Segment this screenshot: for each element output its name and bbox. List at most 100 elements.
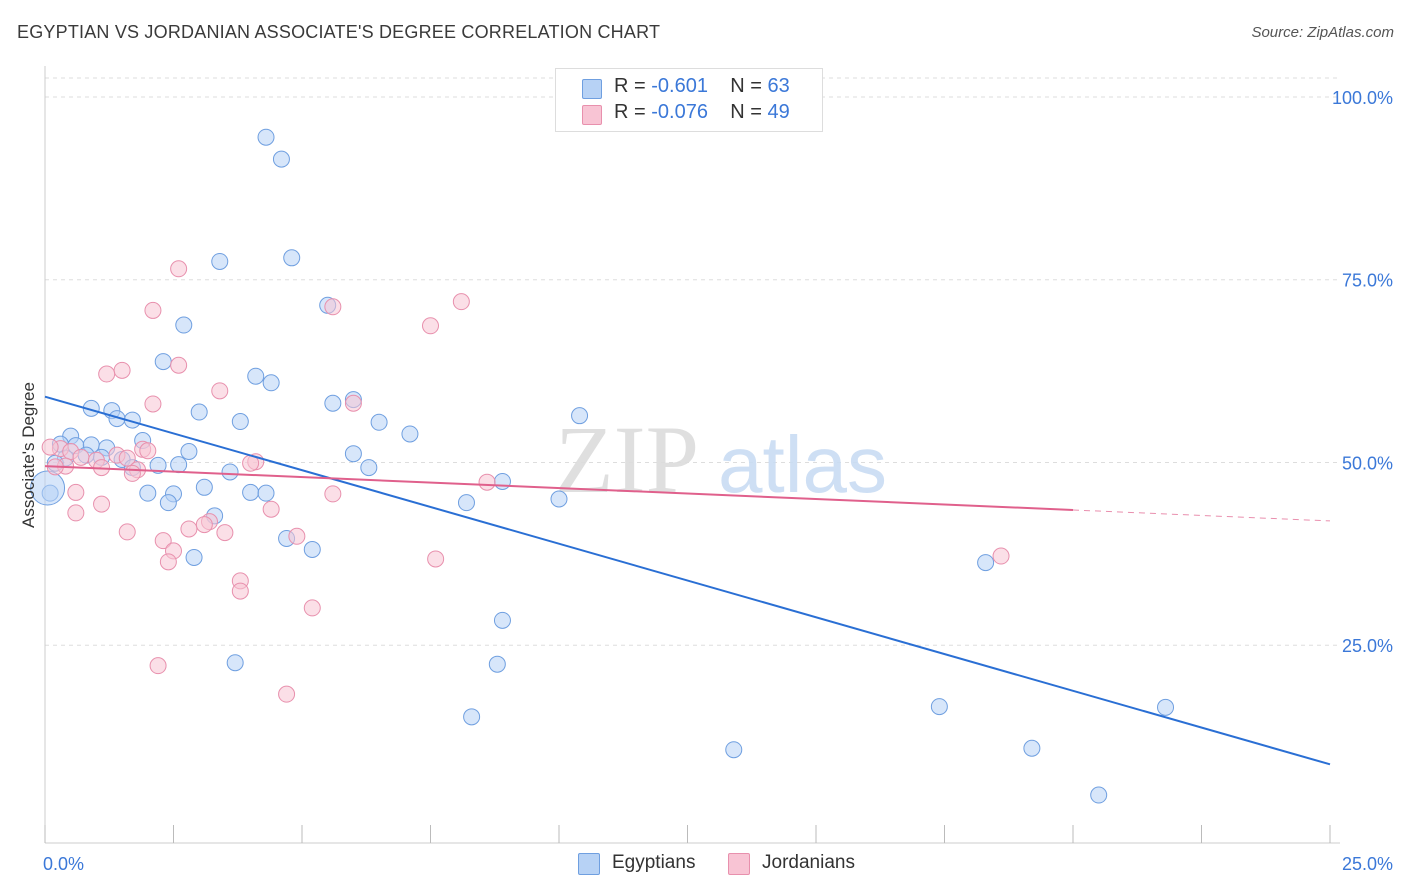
egyptians-point (139, 484, 157, 502)
egyptians-point (159, 494, 177, 512)
jordanians-point (170, 356, 188, 374)
egyptians-point (190, 403, 208, 421)
egyptians-legend-label: Egyptians (612, 852, 696, 873)
jordanians-point (422, 317, 439, 335)
jordanians-point (180, 520, 198, 538)
gridlines (45, 77, 1340, 646)
jordanians-point (144, 301, 162, 319)
r-label: R = (614, 75, 646, 97)
r-label: R = (614, 101, 646, 123)
axes (44, 66, 1340, 844)
jordanians-point (144, 395, 162, 413)
egyptians-point (401, 425, 419, 443)
egyptians-point (242, 483, 260, 501)
jordanians-point (118, 449, 136, 467)
egyptians-point (370, 413, 388, 431)
n-value: 63 (767, 75, 790, 97)
egyptians-point (257, 128, 275, 146)
egyptians-point (1023, 739, 1041, 757)
jordanians-point (139, 442, 157, 460)
x-tick-labels: 0.0% 25.0% (43, 854, 1393, 874)
stats-legend: R = -0.601 N = 63 R = -0.076 N = 49 (555, 68, 823, 132)
egyptians-point (283, 249, 301, 267)
jordanians-point (123, 464, 141, 482)
jordanians-point (992, 547, 1010, 565)
jordanians-trend-line-extension (1072, 509, 1331, 522)
egyptians-point (977, 554, 995, 572)
jordanians-point (303, 599, 321, 617)
jordanians-point (195, 516, 213, 534)
trend-lines (44, 395, 1331, 766)
egyptians-point (226, 654, 244, 672)
egyptians-point (1157, 698, 1175, 716)
egyptians-point (488, 655, 506, 673)
egyptians-point (185, 548, 203, 566)
n-value: 49 (767, 101, 790, 123)
jordanians-point (427, 550, 445, 568)
egyptians-point (930, 698, 948, 716)
egyptians-legend-swatch (578, 853, 600, 875)
jordanians-point (324, 298, 342, 316)
jordanians-point (93, 495, 111, 513)
egyptians-point (149, 456, 167, 474)
egyptians-point (195, 478, 213, 496)
jordanians-legend-label: Jordanians (762, 852, 855, 873)
egyptians-point (303, 540, 321, 558)
source-label: Source: ZipAtlas.com (1251, 24, 1394, 41)
egyptians-point (175, 316, 193, 334)
watermark-atlas: atlas (718, 420, 887, 509)
jordanians-point (324, 485, 342, 503)
egyptians-point (180, 442, 198, 460)
jordanians-point (118, 523, 136, 541)
jordanians-point (344, 394, 362, 412)
jordanians-points (41, 260, 1010, 703)
watermark: ZIP atlas (555, 406, 887, 513)
egyptians-point (257, 484, 275, 502)
jordanians-point (154, 532, 172, 550)
jordanians-point (231, 582, 249, 600)
egyptians-point (550, 490, 568, 508)
egyptians-point (324, 394, 342, 412)
jordanians-point (278, 685, 296, 703)
jordanians-point (41, 438, 59, 456)
jordanians-trend-line (44, 465, 1074, 511)
egyptians-trend-line (44, 395, 1331, 766)
jordanians-point (67, 504, 85, 522)
egyptians-point (231, 413, 249, 431)
egyptians-point (571, 407, 589, 425)
jordanians-point (216, 524, 234, 542)
y-tick-label: 50.0% (1342, 453, 1393, 473)
jordanians-point (478, 473, 496, 491)
egyptians-point (247, 367, 265, 385)
egyptians-point (221, 463, 239, 481)
n-label: N = (730, 101, 762, 123)
y-axis-label: Associate's Degree (19, 382, 38, 528)
jordanians-point (98, 365, 116, 383)
egyptians-swatch (582, 79, 602, 99)
jordanians-point (262, 500, 280, 518)
egyptians-point (1090, 786, 1108, 804)
egyptians-point (272, 150, 290, 168)
egyptians-point (493, 611, 511, 629)
jordanians-point (149, 657, 167, 675)
y-tick-label: 25.0% (1342, 636, 1393, 656)
jordanians-point (159, 553, 177, 571)
egyptians-point (154, 353, 172, 371)
egyptians-point (170, 456, 188, 474)
jordanians-point (67, 483, 85, 501)
jordanians-point (170, 260, 188, 278)
egyptians-point (493, 472, 511, 490)
egyptians-point (725, 741, 743, 759)
egyptians-point (344, 445, 362, 463)
r-value: -0.601 (651, 75, 708, 97)
jordanians-point (288, 527, 306, 545)
y-tick-label: 100.0% (1332, 88, 1393, 108)
jordanians-point (211, 382, 229, 400)
egyptians-point (457, 494, 475, 512)
x-tick-label: 25.0% (1342, 854, 1393, 874)
chart-title: EGYPTIAN VS JORDANIAN ASSOCIATE'S DEGREE… (17, 22, 661, 42)
jordanians-point (452, 293, 470, 311)
x-tick-label: 0.0% (43, 854, 84, 874)
egyptians-point (360, 459, 378, 477)
